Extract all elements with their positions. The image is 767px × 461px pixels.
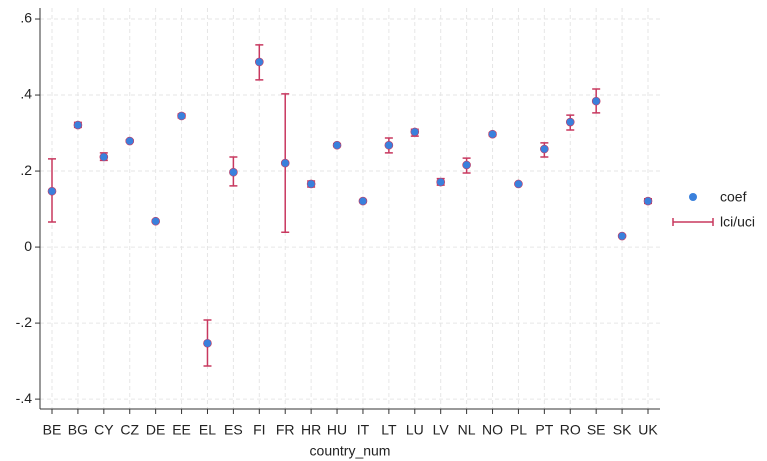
x-tick-label: DE	[146, 422, 165, 438]
x-axis-title: country_num	[310, 443, 391, 459]
x-tick-label: NL	[458, 422, 476, 438]
x-tick-label: NO	[482, 422, 503, 438]
x-tick-label: BE	[43, 422, 62, 438]
point	[47, 186, 57, 196]
point	[643, 196, 653, 206]
x-tick-label: ES	[224, 422, 243, 438]
y-tick-label: .4	[20, 86, 32, 102]
y-tick-label: 0	[24, 238, 32, 254]
point	[358, 196, 368, 206]
x-tick-label: IT	[357, 422, 370, 438]
point	[229, 167, 238, 177]
point	[125, 136, 135, 146]
y-tick-label: .2	[20, 162, 32, 178]
x-tick-label: UK	[638, 422, 658, 438]
point	[73, 120, 83, 130]
point	[177, 111, 186, 121]
point	[436, 177, 445, 187]
y-tick-label: .6	[20, 10, 32, 26]
point	[410, 127, 420, 137]
y-tick-label: -.2	[16, 314, 33, 330]
point	[591, 96, 601, 106]
x-tick-label: HU	[327, 422, 347, 438]
point	[617, 231, 627, 241]
x-tick-label: CY	[94, 422, 114, 438]
x-tick-label: LU	[406, 422, 424, 438]
point	[151, 216, 160, 226]
point	[514, 179, 523, 189]
legend-label: coef	[720, 189, 747, 205]
x-tick-label: FI	[253, 422, 265, 438]
x-tick-label: SK	[613, 422, 632, 438]
legend-marker	[672, 218, 714, 226]
x-tick-label: EL	[199, 422, 216, 438]
y-tick-label: -.4	[16, 390, 33, 406]
x-tick-label: LV	[433, 422, 450, 438]
legend-marker	[689, 193, 697, 201]
x-tick-label: EE	[172, 422, 191, 438]
point	[565, 117, 575, 127]
point	[384, 140, 394, 150]
x-tick-label: LT	[381, 422, 397, 438]
x-tick-label: FR	[276, 422, 295, 438]
point	[203, 338, 212, 348]
point	[99, 152, 109, 162]
x-tick-label: HR	[301, 422, 321, 438]
x-tick-label: SE	[587, 422, 606, 438]
x-tick-label: CZ	[120, 422, 139, 438]
x-tick-label: RO	[560, 422, 581, 438]
x-tick-label: BG	[68, 422, 88, 438]
point	[280, 158, 290, 168]
point	[462, 160, 471, 170]
x-tick-label: PL	[510, 422, 527, 438]
point	[255, 57, 264, 67]
point	[540, 144, 549, 154]
x-tick-label: PT	[535, 422, 553, 438]
legend-label: lci/uci	[720, 214, 755, 230]
point	[306, 179, 316, 189]
point	[332, 140, 342, 150]
point	[488, 129, 497, 139]
